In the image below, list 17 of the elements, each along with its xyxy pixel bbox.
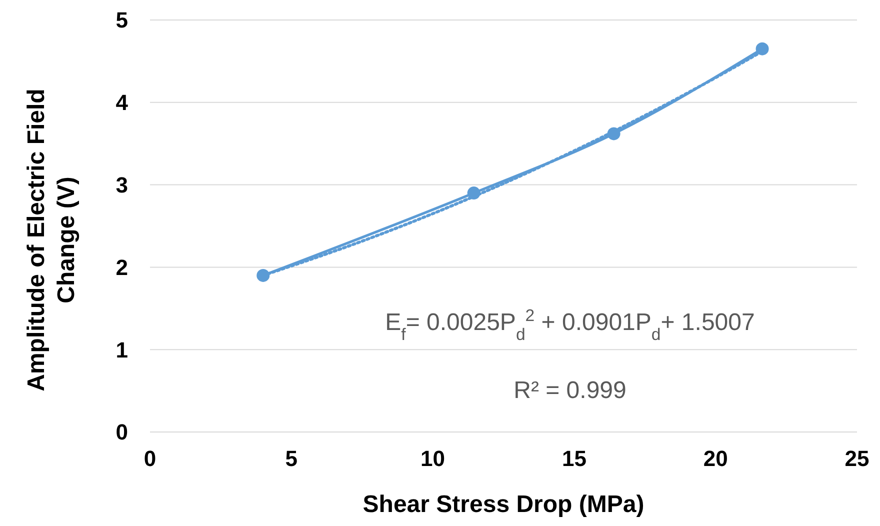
x-tick-label: 0 [144, 446, 156, 471]
y-tick-label: 4 [116, 90, 129, 116]
y-tick-label: 3 [116, 172, 128, 198]
x-tick-label: 20 [703, 446, 728, 471]
y-axis-title: Amplitude of Electric Field Change (V) [23, 88, 80, 392]
y-tick-label: 1 [116, 337, 128, 362]
y-tick-label: 2 [116, 254, 128, 280]
annotation: E$_{f}$= 0.0025P$_{d}$$^{2}$ + 0.0901P$_{d}$+ 1.5007 [385, 306, 755, 344]
annotation: R² = 0.999 [514, 377, 626, 404]
x-tick-label: 25 [844, 446, 870, 471]
y-tick-label: 0 [116, 420, 128, 445]
x-tick-label: 15 [562, 446, 586, 471]
x-axis-title: Shear Stress Drop (MPa) [362, 491, 644, 518]
x-tick-label: 10 [420, 446, 446, 471]
x-tick-label: 5 [285, 446, 298, 471]
y-tick-label: 5 [116, 8, 128, 33]
point [756, 42, 769, 56]
